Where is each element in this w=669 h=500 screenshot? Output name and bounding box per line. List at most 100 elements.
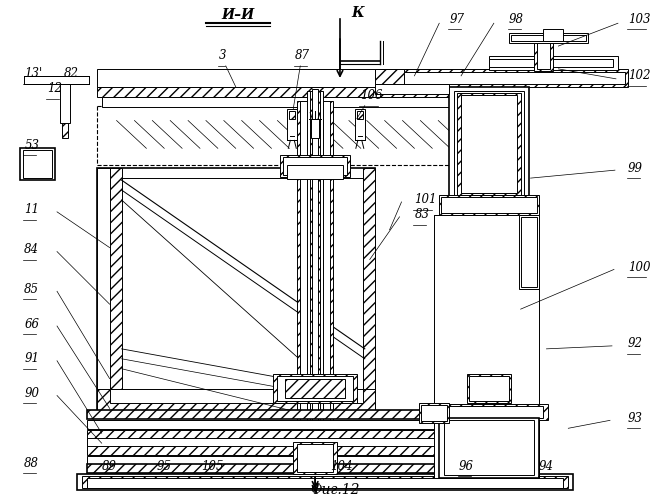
Bar [481,215,497,478]
Bar [440,418,539,478]
Bar [87,464,464,473]
Bar [307,90,323,438]
Bar [508,33,588,43]
Text: 83: 83 [414,208,429,222]
Bar [87,410,464,420]
Bar [537,43,551,69]
Bar [97,69,494,87]
Text: 106: 106 [360,89,382,102]
Bar [461,94,516,193]
Bar [286,378,345,398]
Text: 11: 11 [24,204,39,216]
Bar [23,150,52,178]
Text: 53: 53 [24,139,39,152]
Bar [444,420,534,475]
Bar [534,41,553,71]
Bar [489,56,618,70]
Bar [484,215,494,478]
Bar [97,168,110,412]
Text: 88: 88 [24,456,39,469]
Text: 101: 101 [414,194,437,206]
Bar [467,374,510,404]
Text: 103: 103 [628,13,650,26]
Bar [440,195,539,215]
Bar [442,351,537,366]
Text: 99: 99 [628,162,643,174]
Bar [457,92,520,195]
Bar [87,446,464,455]
Bar [97,168,122,412]
Bar [463,274,514,345]
Bar [288,108,297,140]
Bar [469,376,508,402]
Bar [293,442,337,474]
Text: 93: 93 [628,412,643,425]
Bar [442,197,537,213]
Bar [87,456,464,465]
Text: К: К [351,6,364,20]
Text: 91: 91 [24,352,39,366]
Bar [97,87,484,97]
Bar [297,444,333,472]
Bar [87,478,563,488]
Text: 90: 90 [24,387,39,400]
Text: 85: 85 [24,283,39,296]
Bar [429,404,549,420]
Bar [311,118,319,139]
Bar [82,476,568,488]
Bar [403,72,625,84]
Text: 92: 92 [628,338,643,350]
Bar [87,438,464,447]
Text: 66: 66 [24,318,39,330]
Bar [284,158,347,175]
Bar [87,430,464,439]
Bar [529,215,539,478]
Bar [543,29,563,41]
Text: 89: 89 [102,460,116,472]
Bar [280,156,350,177]
Bar [419,404,449,423]
Bar [399,69,628,87]
Bar [449,87,529,201]
Bar [297,100,333,428]
Bar [110,178,363,402]
Bar [434,215,539,478]
Bar [510,35,586,41]
Bar [20,148,55,180]
Text: 98: 98 [508,13,524,26]
Bar [363,168,375,412]
Text: 94: 94 [539,460,553,472]
Bar [520,217,537,288]
Text: 102: 102 [628,70,650,82]
Bar [434,215,444,478]
Text: 97: 97 [449,13,464,26]
Bar [375,84,449,94]
Bar [489,59,613,67]
Bar [440,349,539,368]
Bar [97,168,375,412]
Text: 104: 104 [330,460,353,472]
Text: 87: 87 [295,50,310,62]
Bar [97,388,375,410]
Text: 105: 105 [201,460,223,472]
Bar [110,388,363,404]
Bar [454,90,524,197]
Bar [24,76,89,84]
Bar [288,165,343,179]
Text: 82: 82 [64,68,79,80]
Bar [375,69,405,87]
Text: 3: 3 [219,50,226,62]
Bar [312,89,318,446]
Bar [357,110,363,118]
Text: 13': 13' [24,68,43,80]
Bar [300,100,330,428]
Bar [274,374,357,404]
Text: Фиг.12: Фиг.12 [310,483,360,497]
Bar [278,376,353,402]
Bar [60,84,70,124]
Bar [310,90,320,443]
Bar [518,215,539,290]
Text: 84: 84 [24,243,39,256]
Bar [421,406,447,421]
Text: 96: 96 [459,460,474,472]
